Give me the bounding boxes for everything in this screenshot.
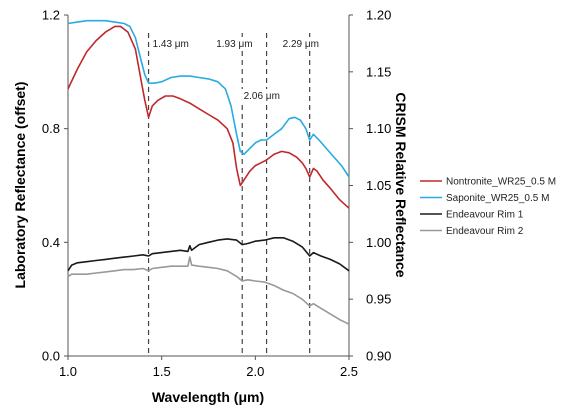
x-tick-label: 2.0 — [246, 364, 264, 379]
series-line — [67, 237, 350, 272]
legend-label: Nontronite_WR25_0.5 M — [446, 177, 556, 188]
y-left-tick-label: 0.8 — [42, 121, 60, 136]
annotation-label-bg — [150, 37, 193, 50]
legend-label: Endeavour Rim 1 — [446, 210, 524, 221]
series-line — [67, 25, 350, 209]
y-right-tick-label: 1.05 — [366, 178, 391, 193]
x-tick-label: 2.5 — [340, 364, 358, 379]
series-group — [67, 19, 350, 325]
y-left-tick-label: 1.2 — [42, 8, 60, 23]
y-right-axis-title: CRISM Relative Reflectance — [393, 92, 409, 277]
annotation-label-bg — [280, 37, 323, 50]
annotation-label-bg — [214, 37, 257, 50]
ticks-group: 1.0 1.5 2.0 2.5 0.0 0.4 0.8 1.2 0.90 0.95 1.00 1.05… — [42, 8, 391, 380]
series-line — [67, 256, 350, 325]
y-right-tick-label: 1.10 — [366, 121, 391, 136]
x-axis-title: Wavelength (μm) — [152, 389, 264, 405]
y-right-tick-label: 0.95 — [366, 292, 391, 307]
y-left-axis-title: Laboratory Reflectance (offset) — [12, 82, 28, 289]
x-tick-label: 1.5 — [153, 364, 171, 379]
annotation-label: 1.43 μm — [153, 39, 189, 50]
annotation-labels: 1.43 μm 1.93 μm 2.06 μm 2.29 μm — [150, 37, 323, 102]
annotation-label-bg — [241, 89, 284, 102]
y-right-tick-label: 1.15 — [366, 64, 391, 79]
series-line — [67, 19, 350, 178]
x-tick-label: 1.0 — [59, 364, 77, 379]
annotation-label: 1.93 μm — [216, 39, 252, 50]
legend-label: Endeavour Rim 2 — [446, 226, 524, 237]
y-right-tick-label: 1.20 — [366, 8, 391, 23]
legend-label: Saponite_WR25_0.5 M — [446, 193, 549, 204]
annotation-label: 2.29 μm — [283, 39, 319, 50]
legend: Nontronite_WR25_0.5 M Saponite_WR25_0.5 M… — [420, 177, 556, 237]
y-left-tick-label: 0.4 — [42, 235, 60, 250]
y-left-tick-label: 0.0 — [42, 349, 60, 364]
y-right-tick-label: 1.00 — [366, 235, 391, 250]
annotation-label: 2.06 μm — [244, 91, 280, 102]
y-right-tick-label: 0.90 — [366, 349, 391, 364]
